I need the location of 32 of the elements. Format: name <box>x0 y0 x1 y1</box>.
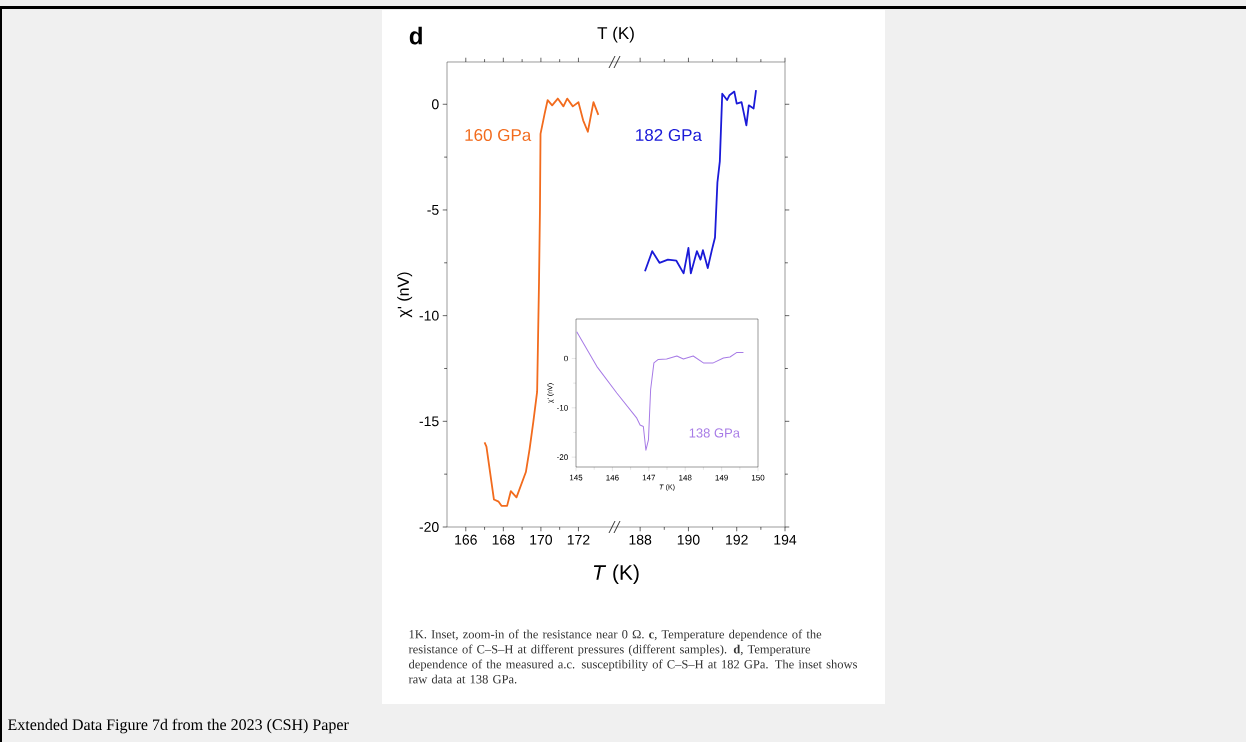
x-tick-label: 146 <box>606 474 619 481</box>
y-tick-label: -5 <box>427 205 439 215</box>
chart-title: d <box>409 26 422 45</box>
line-series <box>576 331 744 451</box>
series-label: 160 GPa <box>465 128 532 142</box>
series-label: 182 GPa <box>636 128 702 142</box>
text: 138 GPa <box>689 428 740 438</box>
x2-axis-title: T (K) <box>597 26 634 43</box>
text: 1K. Inset, zoom-in of the resistance near 0 Ω. c, Temperature dependence of the resistance of C–S–H at different pressures (different samples). d, Temperature dependence of the measured a.c. susceptibility of C–S–H at 182 GPa. The inset shows raw data at 138 GPa. <box>408 629 857 684</box>
y-tick-label: 0 <box>564 355 568 362</box>
x-tick-label: 194 <box>774 534 797 545</box>
x-tick-label: 172 <box>567 534 590 545</box>
y-tick-label: -10 <box>419 310 439 321</box>
y-tick-label: -20 <box>557 454 568 460</box>
text: Extended Data Figure 7d from the 2023 (CSH) Paper <box>7 718 349 734</box>
x-tick-label: 168 <box>492 534 515 545</box>
y-tick-label: 0 <box>431 99 439 110</box>
x-tick-label: 192 <box>726 534 748 545</box>
y-tick-label: -15 <box>419 416 439 427</box>
x-tick-label: 188 <box>629 534 652 545</box>
x-axis-title: T (K) <box>593 564 639 585</box>
x-tick-label: 147 <box>642 474 656 481</box>
y-tick-label: -20 <box>419 522 439 532</box>
x-tick-label: 148 <box>679 474 692 481</box>
x-tick-label: 170 <box>530 534 553 545</box>
x-tick-label: 150 <box>751 474 765 481</box>
x-tick-label: 149 <box>715 474 728 481</box>
y-tick-label: -10 <box>557 404 568 411</box>
x-tick-label: 190 <box>677 534 700 545</box>
x-tick-label: 166 <box>455 534 477 545</box>
y-axis-title: χ' (nV) <box>397 272 413 318</box>
x-tick-label: 145 <box>569 474 583 481</box>
